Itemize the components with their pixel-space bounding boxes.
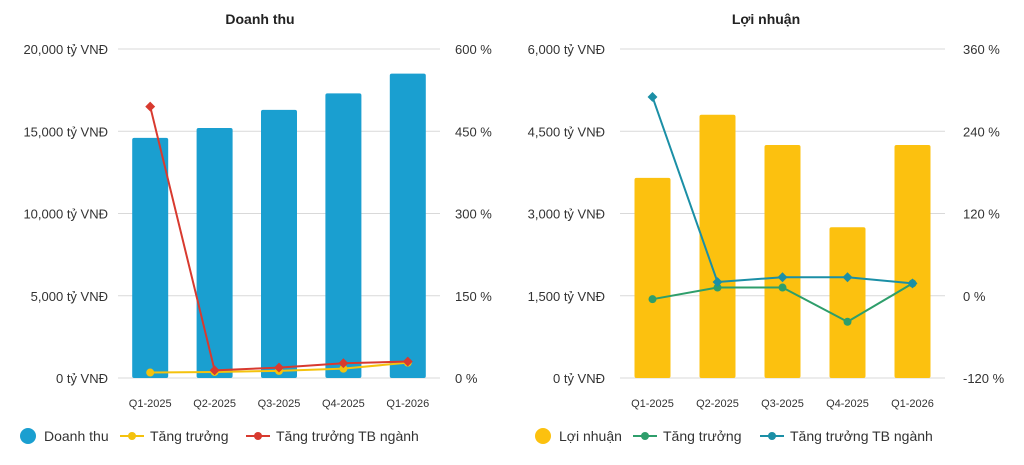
profit-legend-swatch [641,432,649,440]
revenue-bar [261,109,297,379]
profit-y-right-tick-label: 360 % [963,42,1000,57]
revenue-legend-label: Doanh thu [44,428,109,444]
revenue-x-tick-label: Q3-2025 [258,398,301,410]
revenue-y-left-tick-label: 15,000 tỷ VNĐ [23,124,108,139]
profit-y-left-tick-label: 3,000 tỷ VNĐ [528,207,605,222]
profit-legend-swatch [535,428,551,444]
profit-series-point [842,272,853,283]
profit-bar [764,144,801,378]
profit-y-left-tick-label: 4,500 tỷ VNĐ [528,124,605,139]
profit-x-tick-label: Q2-2025 [696,398,739,410]
profit-bar [634,177,671,378]
profit-x-tick-label: Q1-2025 [631,398,674,410]
profit-y-right-tick-label: -120 % [963,371,1005,386]
profit-legend-swatch [768,432,776,440]
revenue-series-point [402,356,413,367]
revenue-legend-label: Tăng trưởng TB ngành [276,428,419,444]
revenue-y-right-tick-label: 0 % [455,371,478,386]
profit-series-point [843,317,852,326]
profit-x-tick-label: Q1-2026 [891,398,934,410]
revenue-x-tick-label: Q4-2025 [322,398,365,410]
revenue-series-point [338,358,349,369]
revenue-bar [132,137,169,378]
revenue-chart: Doanh thu 0 tỷ VNĐ 5,000 tỷ VNĐ 10,000 tỷ V… [20,11,492,444]
profit-series-point [713,283,722,292]
profit-y-left-tick-label: 1,500 tỷ VNĐ [528,289,605,304]
revenue-y-right-tick-label: 600 % [455,42,492,57]
revenue-series-point [146,368,155,377]
revenue-y-left-tick-label: 5,000 tỷ VNĐ [31,289,108,304]
revenue-legend-swatch [254,432,262,440]
profit-y-left-tick-label: 6,000 tỷ VNĐ [528,42,605,57]
revenue-y-right-tick-label: 150 % [455,289,492,304]
profit-title: Lợi nhuận [732,11,800,27]
revenue-series-point [209,365,220,376]
profit-y-right-tick-label: 120 % [963,207,1000,222]
revenue-x-tick-label: Q1-2025 [129,398,172,410]
revenue-legend-swatch [20,428,36,444]
profit-y-right-tick-label: 0 % [963,289,986,304]
revenue-bar [196,127,233,379]
profit-series-point [647,92,658,102]
profit-x-tick-label: Q3-2025 [761,398,804,410]
profit-x-tick-label: Q4-2025 [826,398,869,410]
profit-y-right-tick-label: 240 % [963,124,1000,139]
revenue-series-point [339,364,348,373]
profit-series-point [712,277,723,287]
revenue-y-left-tick-label: 0 tỷ VNĐ [56,371,108,386]
revenue-y-left-tick-label: 20,000 tỷ VNĐ [23,42,108,57]
profit-series-point [907,278,918,289]
revenue-series-point [274,362,284,373]
profit-bar [699,114,736,379]
profit-series-point [777,272,788,283]
revenue-x-tick-label: Q2-2025 [193,398,236,410]
revenue-bar [325,93,362,378]
profit-chart: Lợi nhuận 0 tỷ VNĐ 1,500 tỷ VNĐ 3,000 tỷ VN… [528,11,1005,444]
revenue-legend-label: Tăng trưởng [150,428,228,444]
revenue-y-left-tick-label: 10,000 tỷ VNĐ [23,207,108,222]
revenue-y-right-tick-label: 450 % [455,124,492,139]
profit-bar [894,144,931,378]
revenue-x-tick-label: Q1-2026 [386,398,429,410]
profit-legend-label: Tăng trưởng [663,428,741,444]
profit-series-point [648,295,657,304]
profit-legend-label: Lợi nhuận [559,428,622,444]
profit-bar [829,227,866,378]
profit-y-left-tick-label: 0 tỷ VNĐ [553,371,605,386]
revenue-bar [389,73,426,379]
revenue-series-point [145,101,156,112]
revenue-title: Doanh thu [225,11,294,27]
profit-legend-label: Tăng trưởng TB ngành [790,428,933,444]
revenue-y-right-tick-label: 300 % [455,207,492,222]
revenue-legend-swatch [128,432,136,440]
profit-series-point [778,283,787,292]
